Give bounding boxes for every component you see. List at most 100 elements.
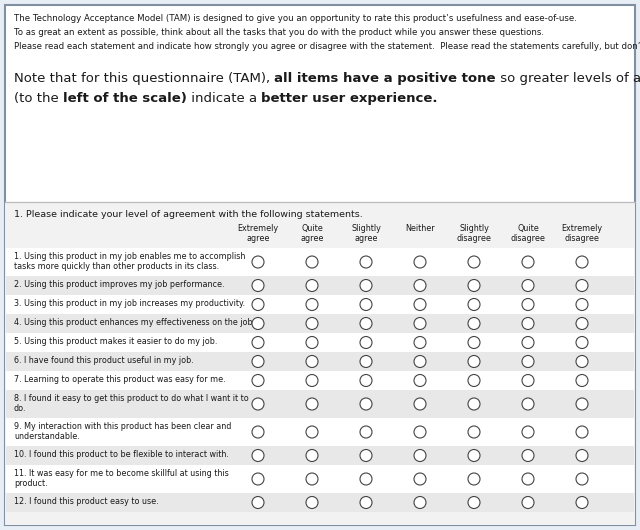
Circle shape xyxy=(252,256,264,268)
Circle shape xyxy=(468,449,480,462)
Circle shape xyxy=(522,375,534,386)
Circle shape xyxy=(306,449,318,462)
Text: 11. It was easy for me to become skillful at using this
product.: 11. It was easy for me to become skillfu… xyxy=(14,469,228,489)
Text: 8. I found it easy to get this product to do what I want it to
do.: 8. I found it easy to get this product t… xyxy=(14,394,249,413)
Text: left of the scale): left of the scale) xyxy=(63,92,187,105)
Circle shape xyxy=(306,497,318,508)
Circle shape xyxy=(360,497,372,508)
Circle shape xyxy=(522,497,534,508)
Text: 9. My interaction with this product has been clear and
understandable.: 9. My interaction with this product has … xyxy=(14,422,232,441)
FancyBboxPatch shape xyxy=(6,418,634,446)
Circle shape xyxy=(522,473,534,485)
Circle shape xyxy=(360,375,372,386)
Circle shape xyxy=(252,426,264,438)
Circle shape xyxy=(576,473,588,485)
Circle shape xyxy=(252,317,264,330)
Text: Note that for this questionnaire (TAM),: Note that for this questionnaire (TAM), xyxy=(14,72,275,85)
Circle shape xyxy=(468,337,480,349)
Circle shape xyxy=(306,337,318,349)
Circle shape xyxy=(468,398,480,410)
Circle shape xyxy=(414,473,426,485)
Text: Extremely
disagree: Extremely disagree xyxy=(561,224,603,243)
Circle shape xyxy=(414,375,426,386)
Circle shape xyxy=(576,279,588,292)
Text: Extremely
agree: Extremely agree xyxy=(237,224,278,243)
Circle shape xyxy=(306,317,318,330)
Circle shape xyxy=(576,317,588,330)
FancyBboxPatch shape xyxy=(6,276,634,295)
Text: Quite
disagree: Quite disagree xyxy=(511,224,545,243)
Circle shape xyxy=(252,279,264,292)
Circle shape xyxy=(414,256,426,268)
Circle shape xyxy=(252,398,264,410)
Circle shape xyxy=(252,497,264,508)
Circle shape xyxy=(468,473,480,485)
Text: Please read each statement and indicate how strongly you agree or disagree with : Please read each statement and indicate … xyxy=(14,42,640,51)
Circle shape xyxy=(576,449,588,462)
Text: so greater levels of agreement: so greater levels of agreement xyxy=(496,72,640,85)
FancyBboxPatch shape xyxy=(5,5,635,525)
Circle shape xyxy=(522,317,534,330)
Text: 2. Using this product improves my job performance.: 2. Using this product improves my job pe… xyxy=(14,280,225,289)
Circle shape xyxy=(468,256,480,268)
Text: 1. Using this product in my job enables me to accomplish
tasks more quickly than: 1. Using this product in my job enables … xyxy=(14,252,245,271)
Circle shape xyxy=(414,497,426,508)
Circle shape xyxy=(522,398,534,410)
Circle shape xyxy=(360,279,372,292)
Text: Neither: Neither xyxy=(405,224,435,233)
Circle shape xyxy=(522,298,534,311)
Circle shape xyxy=(414,426,426,438)
Circle shape xyxy=(576,426,588,438)
FancyBboxPatch shape xyxy=(6,333,634,352)
Circle shape xyxy=(252,337,264,349)
Text: The Technology Acceptance Model (TAM) is designed to give you an opportunity to : The Technology Acceptance Model (TAM) is… xyxy=(14,14,577,23)
FancyBboxPatch shape xyxy=(6,314,634,333)
Circle shape xyxy=(522,449,534,462)
Circle shape xyxy=(414,298,426,311)
Circle shape xyxy=(576,337,588,349)
Circle shape xyxy=(576,497,588,508)
Circle shape xyxy=(522,256,534,268)
FancyBboxPatch shape xyxy=(6,352,634,371)
Circle shape xyxy=(576,356,588,367)
Circle shape xyxy=(468,298,480,311)
Circle shape xyxy=(468,375,480,386)
Circle shape xyxy=(360,337,372,349)
Circle shape xyxy=(360,398,372,410)
Circle shape xyxy=(252,356,264,367)
FancyBboxPatch shape xyxy=(6,390,634,418)
Circle shape xyxy=(360,356,372,367)
Circle shape xyxy=(252,473,264,485)
Circle shape xyxy=(360,317,372,330)
Text: indicate a: indicate a xyxy=(187,92,261,105)
Circle shape xyxy=(468,317,480,330)
Text: 12. I found this product easy to use.: 12. I found this product easy to use. xyxy=(14,497,159,506)
Circle shape xyxy=(576,375,588,386)
Circle shape xyxy=(360,426,372,438)
FancyBboxPatch shape xyxy=(6,465,634,493)
Text: 5. Using this product makes it easier to do my job.: 5. Using this product makes it easier to… xyxy=(14,337,218,346)
Circle shape xyxy=(414,398,426,410)
Text: 1. Please indicate your level of agreement with the following statements.: 1. Please indicate your level of agreeme… xyxy=(14,210,363,219)
Circle shape xyxy=(306,256,318,268)
Circle shape xyxy=(522,337,534,349)
Circle shape xyxy=(468,356,480,367)
Text: better user experience.: better user experience. xyxy=(261,92,438,105)
Text: (to the: (to the xyxy=(14,92,63,105)
Text: 4. Using this product enhances my effectiveness on the job.: 4. Using this product enhances my effect… xyxy=(14,318,255,327)
Circle shape xyxy=(252,375,264,386)
Circle shape xyxy=(306,473,318,485)
FancyBboxPatch shape xyxy=(6,248,634,276)
Text: To as great an extent as possible, think about all the tasks that you do with th: To as great an extent as possible, think… xyxy=(14,28,544,37)
Circle shape xyxy=(306,298,318,311)
FancyBboxPatch shape xyxy=(6,446,634,465)
FancyBboxPatch shape xyxy=(6,493,634,512)
Circle shape xyxy=(522,279,534,292)
Circle shape xyxy=(306,375,318,386)
Text: 3. Using this product in my job increases my productivity.: 3. Using this product in my job increase… xyxy=(14,299,245,308)
Circle shape xyxy=(360,449,372,462)
Circle shape xyxy=(522,426,534,438)
Circle shape xyxy=(468,426,480,438)
Text: Slightly
agree: Slightly agree xyxy=(351,224,381,243)
FancyBboxPatch shape xyxy=(6,371,634,390)
